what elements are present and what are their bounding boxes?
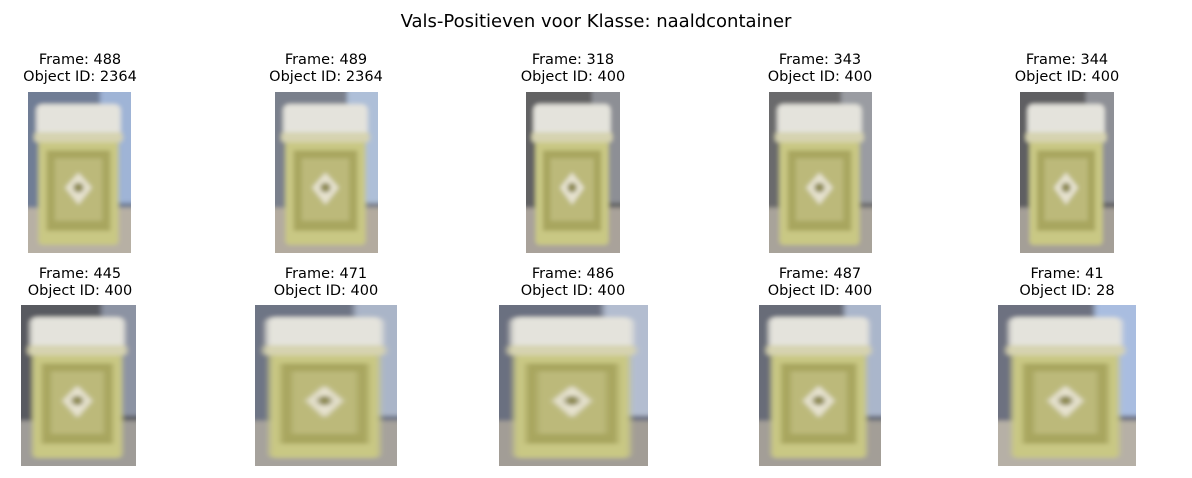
frame-cell-10: Frame: 41 Object ID: 28 <box>987 266 1147 299</box>
frame-cell-4: Frame: 343 Object ID: 400 <box>740 52 900 85</box>
detection-crop-5 <box>1020 92 1114 253</box>
frame-label: Frame: 471 <box>284 266 368 282</box>
frame-label: Frame: 445 <box>38 266 122 282</box>
frame-cell-9: Frame: 487 Object ID: 400 <box>740 266 900 299</box>
frame-label: Frame: 488 <box>38 52 122 68</box>
object-id-label: Object ID: 2364 <box>23 68 137 85</box>
object-id-label: Object ID: 400 <box>1014 68 1120 85</box>
object-id-label: Object ID: 400 <box>273 282 379 299</box>
detection-crop-1 <box>28 92 131 253</box>
frame-cell-7: Frame: 471 Object ID: 400 <box>246 266 406 299</box>
detection-crop-10 <box>998 305 1136 466</box>
frame-label: Frame: 41 <box>1030 266 1104 282</box>
frame-label: Frame: 343 <box>778 52 862 68</box>
detection-crop-8 <box>499 305 648 466</box>
frame-cell-5: Frame: 344 Object ID: 400 <box>987 52 1147 85</box>
frame-label: Frame: 318 <box>531 52 615 68</box>
frame-cell-3: Frame: 318 Object ID: 400 <box>493 52 653 85</box>
detection-crop-3 <box>526 92 620 253</box>
object-id-label: Object ID: 28 <box>1019 282 1115 299</box>
frame-cell-6: Frame: 445 Object ID: 400 <box>0 266 160 299</box>
frame-cell-1: Frame: 488 Object ID: 2364 <box>0 52 160 85</box>
frame-cell-8: Frame: 486 Object ID: 400 <box>493 266 653 299</box>
frame-label: Frame: 486 <box>531 266 615 282</box>
object-id-label: Object ID: 400 <box>767 282 873 299</box>
frame-label: Frame: 489 <box>284 52 368 68</box>
detection-crop-9 <box>759 305 881 466</box>
object-id-label: Object ID: 400 <box>520 68 626 85</box>
frame-label: Frame: 487 <box>778 266 862 282</box>
detection-crop-2 <box>275 92 378 253</box>
frame-label: Frame: 344 <box>1025 52 1109 68</box>
object-id-label: Object ID: 400 <box>520 282 626 299</box>
figure-title: Vals-Positieven voor Klasse: naaldcontai… <box>400 11 792 32</box>
detection-crop-7 <box>255 305 397 466</box>
object-id-label: Object ID: 2364 <box>269 68 383 85</box>
frame-cell-2: Frame: 489 Object ID: 2364 <box>246 52 406 85</box>
detection-crop-4 <box>769 92 872 253</box>
detection-crop-6 <box>21 305 136 466</box>
object-id-label: Object ID: 400 <box>767 68 873 85</box>
object-id-label: Object ID: 400 <box>27 282 133 299</box>
